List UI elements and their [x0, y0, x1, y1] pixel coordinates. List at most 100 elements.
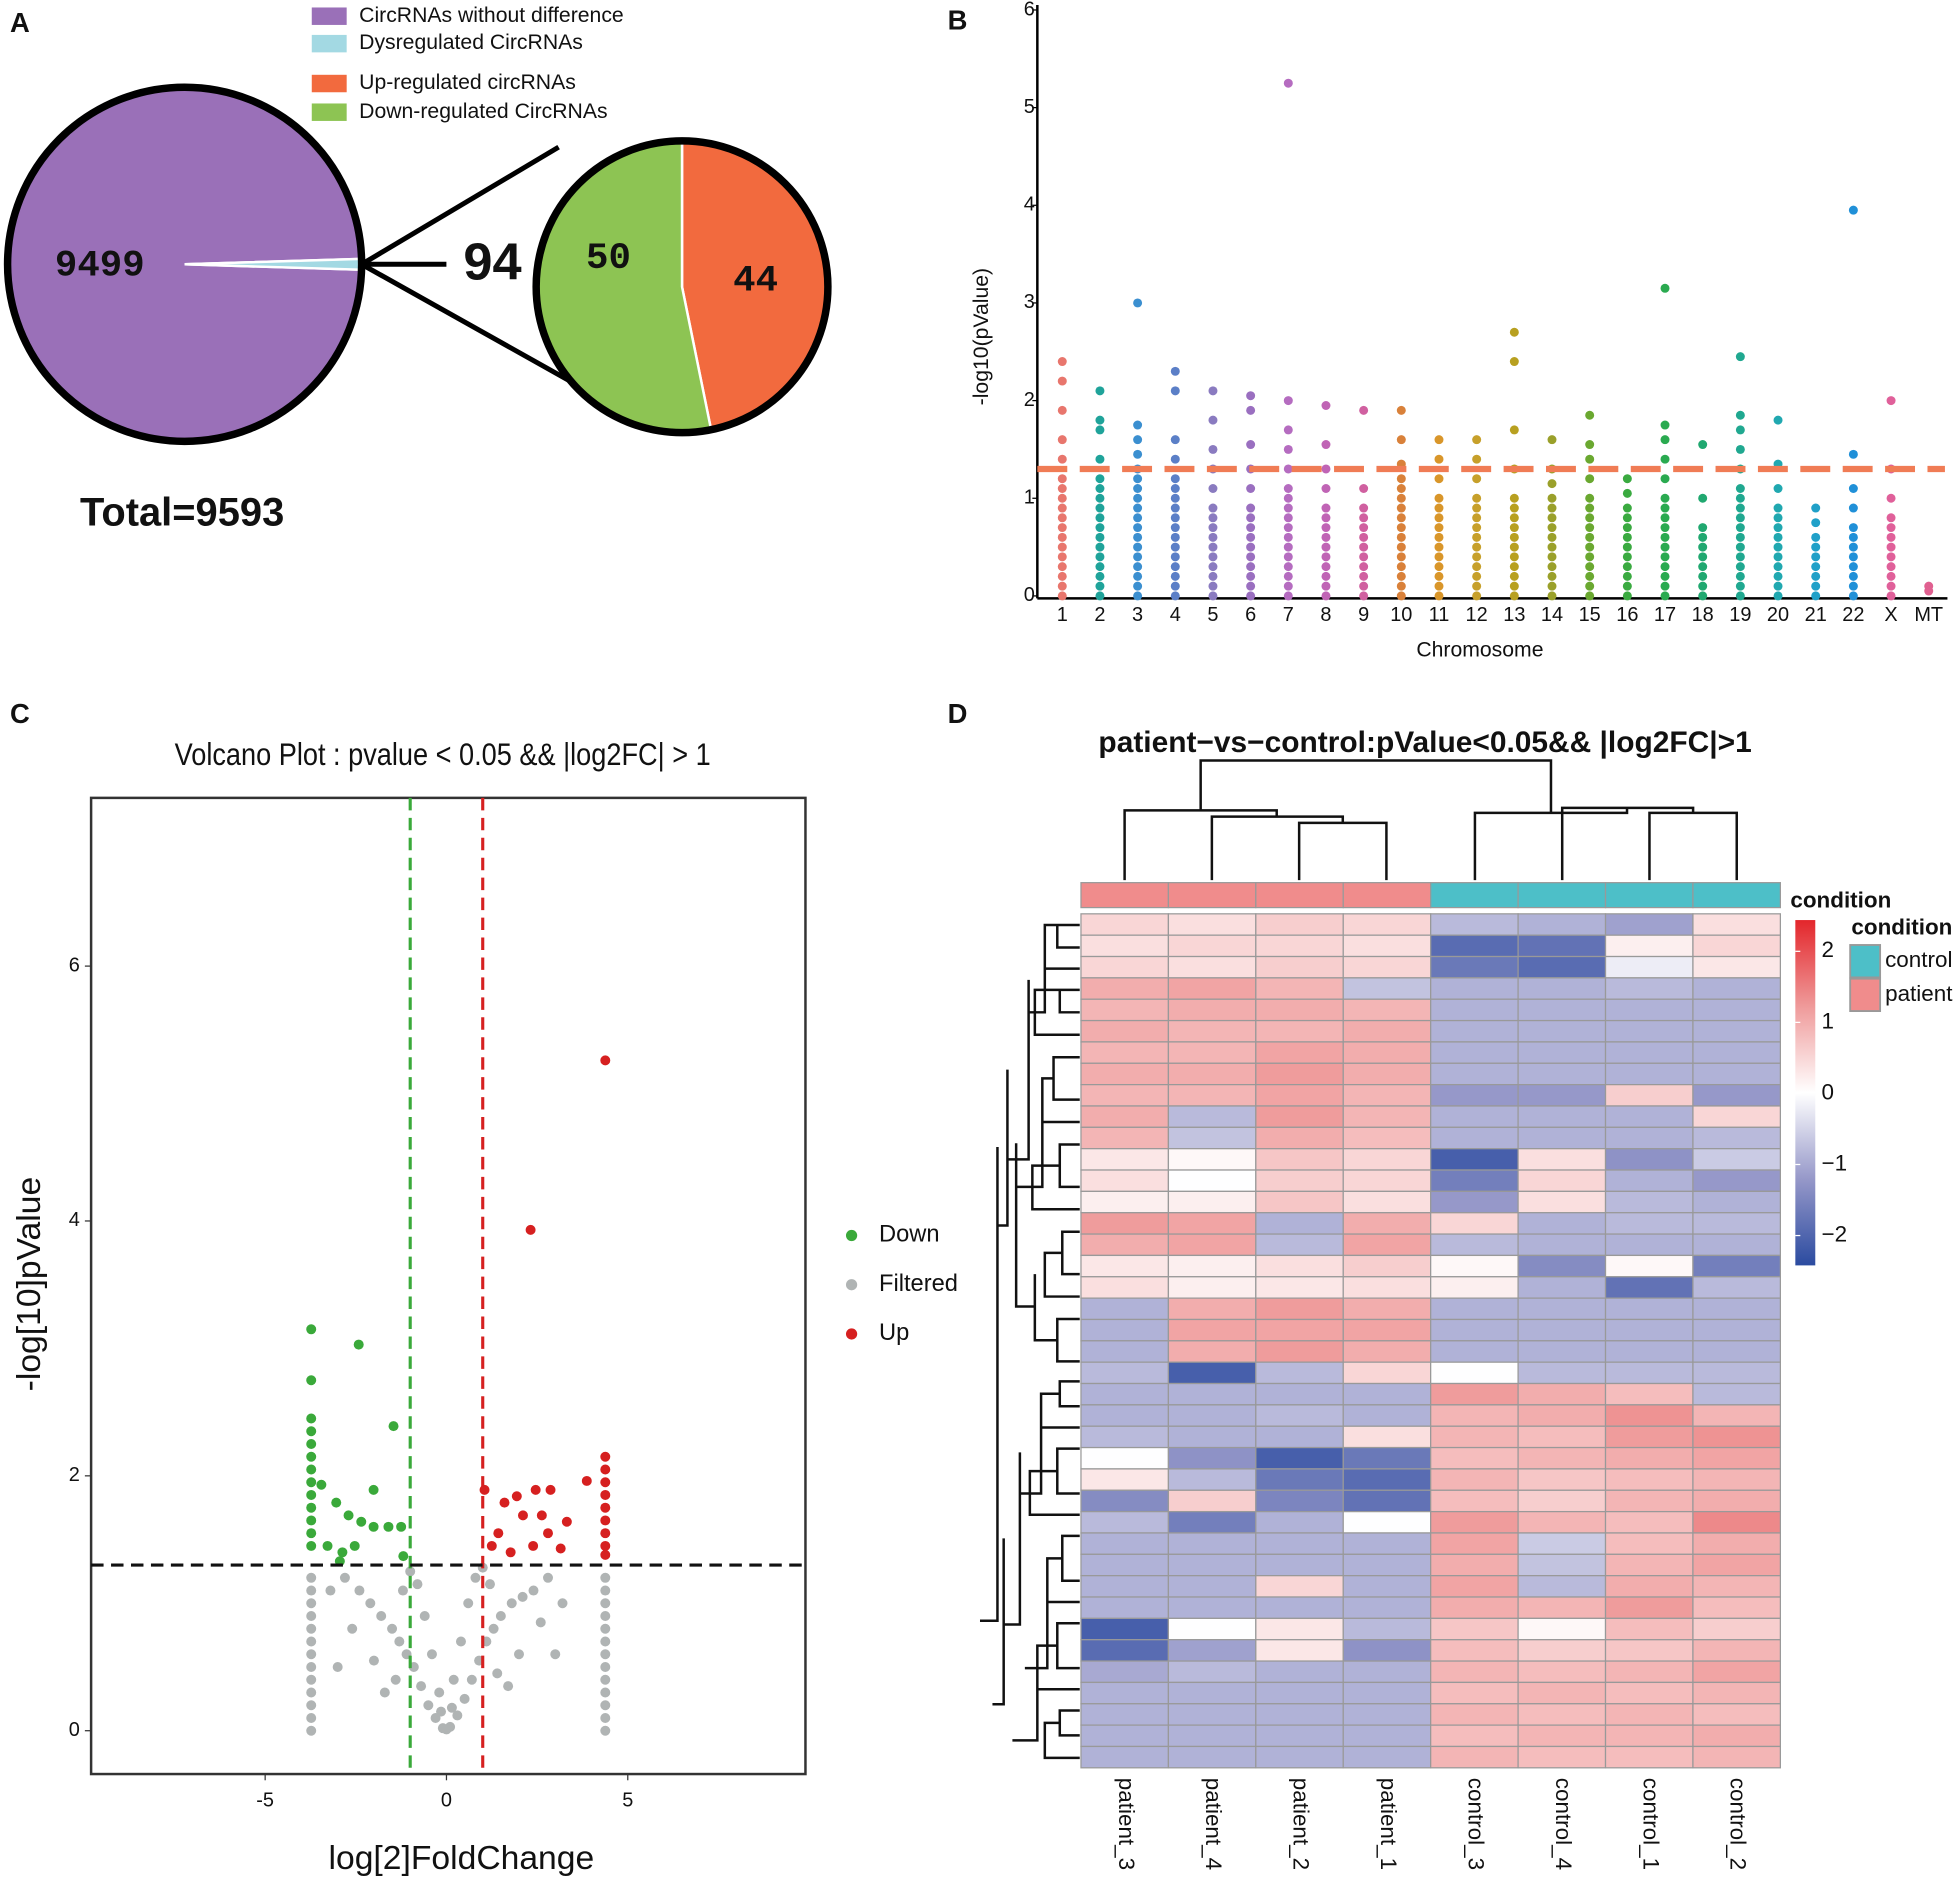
- heat-cell: [1517, 1041, 1607, 1064]
- point: [306, 1451, 317, 1462]
- point: [1434, 571, 1444, 581]
- heat-cell: [1430, 1703, 1519, 1726]
- heat-cell: [1692, 998, 1781, 1022]
- point: [1622, 581, 1632, 591]
- heat-cell: [1692, 1318, 1781, 1342]
- point: [1057, 542, 1067, 552]
- point: [1359, 484, 1369, 493]
- point: [535, 1617, 546, 1628]
- point: [1773, 591, 1783, 601]
- heat-cell: [1167, 1083, 1257, 1107]
- point: [1321, 464, 1331, 474]
- point: [600, 1674, 611, 1685]
- point: [1509, 503, 1519, 513]
- legend-label: Down: [879, 1222, 940, 1248]
- point: [1848, 532, 1858, 542]
- y-tick-label: 2: [1024, 389, 1035, 411]
- y-tick-label: 0: [69, 1719, 80, 1741]
- legend-swatch: [311, 34, 347, 53]
- heat-cell: [1342, 934, 1432, 958]
- colorbar-tick-label: 1: [1822, 1008, 1834, 1033]
- point: [1283, 581, 1293, 591]
- point: [1622, 474, 1632, 484]
- point: [1434, 454, 1444, 464]
- point: [1622, 532, 1632, 542]
- legend-swatch: [1849, 944, 1882, 979]
- point: [306, 1413, 317, 1424]
- point: [1735, 425, 1745, 435]
- point: [1509, 552, 1519, 562]
- point: [1057, 562, 1067, 572]
- heat-cell: [1255, 1041, 1344, 1064]
- point: [1359, 591, 1369, 601]
- point: [1773, 503, 1783, 513]
- point: [1170, 484, 1180, 493]
- heat-cell: [1604, 1041, 1694, 1064]
- point: [600, 1055, 611, 1066]
- point: [455, 1636, 466, 1647]
- heat-cell: [1604, 1382, 1694, 1406]
- heat-cell: [1692, 1190, 1781, 1214]
- point: [1509, 513, 1519, 523]
- point: [1170, 523, 1180, 533]
- point: [1509, 591, 1519, 601]
- column-label: patient_1: [1376, 1778, 1401, 1870]
- point: [1660, 562, 1670, 572]
- heat-cell: [1517, 998, 1607, 1022]
- heat-cell: [1255, 1276, 1344, 1299]
- y-tick-label: 4: [69, 1209, 80, 1231]
- heat-cell: [1342, 1019, 1432, 1043]
- point: [536, 1510, 547, 1521]
- point: [306, 1623, 317, 1634]
- point: [383, 1521, 394, 1532]
- slice-label: 44: [733, 260, 778, 302]
- point: [1773, 513, 1783, 523]
- point: [306, 1598, 317, 1609]
- point: [1057, 435, 1067, 445]
- heat-cell: [1604, 1724, 1694, 1748]
- point: [1359, 532, 1369, 542]
- point: [353, 1339, 364, 1350]
- point: [1547, 571, 1557, 581]
- point: [550, 1649, 561, 1660]
- point: [1208, 581, 1218, 591]
- heat-cell: [1080, 955, 1170, 979]
- point: [1396, 571, 1406, 581]
- pie-outline: [3, 83, 366, 446]
- heat-cell: [1255, 955, 1344, 979]
- heat-cell: [1604, 913, 1694, 936]
- heat-cell: [1692, 1382, 1781, 1406]
- point: [306, 1649, 317, 1660]
- heat-cell: [1167, 1062, 1257, 1086]
- point: [1848, 542, 1858, 552]
- heat-cell: [1430, 1083, 1519, 1107]
- point: [1848, 591, 1858, 601]
- legend-swatch: [311, 74, 347, 93]
- heat-cell: [1604, 1297, 1694, 1321]
- heat-cell: [1430, 1382, 1519, 1406]
- panel-label: D: [948, 698, 968, 729]
- y-tick-label: 3: [1024, 291, 1035, 313]
- point: [1509, 532, 1519, 542]
- point: [1321, 513, 1331, 523]
- heat-cell: [1080, 1041, 1170, 1064]
- heat-cell: [1692, 1340, 1781, 1363]
- heat-cell: [1692, 977, 1781, 1000]
- point: [1095, 386, 1105, 396]
- point: [600, 1687, 611, 1698]
- heat-cell: [1255, 1446, 1344, 1470]
- heat-cell: [1342, 1254, 1432, 1278]
- point: [1585, 523, 1595, 533]
- heat-cell: [1692, 1745, 1781, 1769]
- point: [1095, 493, 1105, 503]
- heat-cell: [1342, 1681, 1432, 1705]
- point: [470, 1572, 481, 1583]
- x-tick-label: 14: [1541, 604, 1563, 626]
- point: [1283, 532, 1293, 542]
- chart-title: patient−vs−control:pValue<0.05&& |log2FC…: [1098, 726, 1751, 759]
- heat-cell: [1692, 1019, 1781, 1043]
- heat-cell: [1604, 1703, 1694, 1726]
- heat-cell: [1430, 1510, 1519, 1534]
- point: [1246, 542, 1256, 552]
- total-label: Total=9593: [80, 490, 284, 534]
